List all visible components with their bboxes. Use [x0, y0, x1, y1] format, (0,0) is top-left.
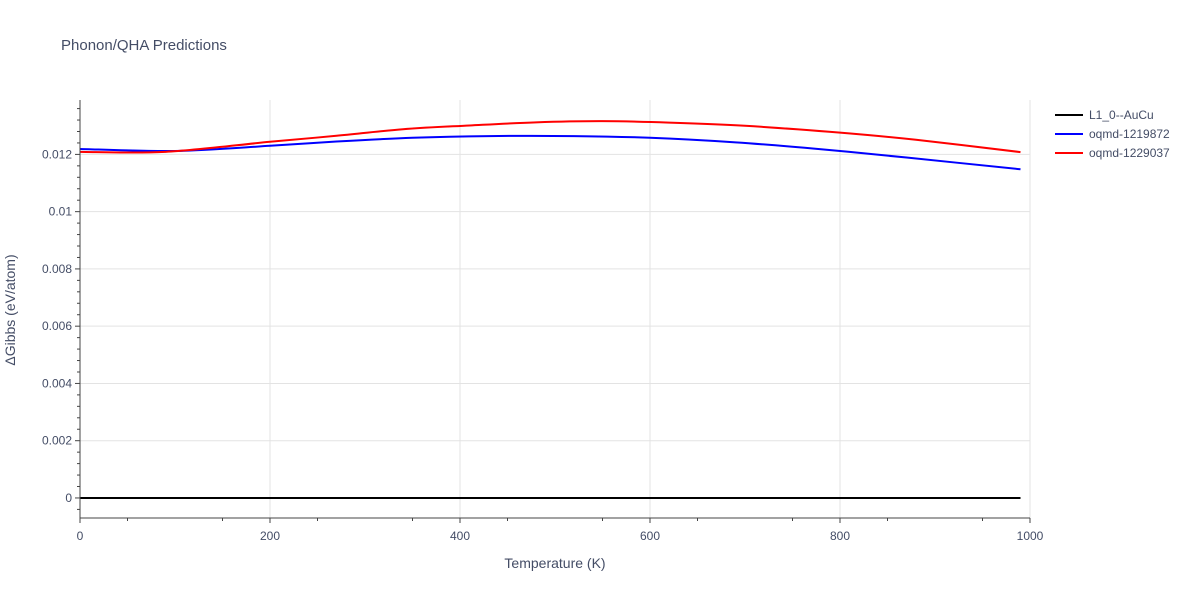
- grid: [80, 100, 1031, 518]
- series-line-oqmd-1229037: [79, 120, 1021, 154]
- y-tick-label: 0: [65, 491, 72, 505]
- series-layer: [79, 120, 1021, 499]
- x-tick-label: 200: [260, 529, 280, 543]
- y-tick-label: 0.006: [42, 319, 72, 333]
- y-tick-label: 0.012: [42, 147, 72, 161]
- y-tick-label: 0.002: [42, 434, 72, 448]
- y-tick-label: 0.01: [49, 205, 73, 219]
- legend-item-label: oqmd-1219872: [1089, 127, 1170, 141]
- x-tick-label: 400: [450, 529, 470, 543]
- chart-title: Phonon/QHA Predictions: [61, 37, 227, 54]
- y-tick-label: 0.004: [42, 376, 72, 390]
- x-tick-label: 600: [640, 529, 660, 543]
- legend-item-label: oqmd-1229037: [1089, 146, 1170, 160]
- x-tick-label: 800: [830, 529, 850, 543]
- x-tick-label: 1000: [1017, 529, 1044, 543]
- series-line-oqmd-1219872: [79, 134, 1021, 171]
- x-axis-title: Temperature (K): [504, 555, 605, 571]
- legend[interactable]: L1_0--AuCu oqmd-1219872 oqmd-1229037: [1055, 108, 1170, 160]
- y-tick-label: 0.008: [42, 262, 72, 276]
- x-tick-label: 0: [77, 529, 84, 543]
- legend-item-label: L1_0--AuCu: [1089, 108, 1154, 122]
- axes: 0 200 400 600 800 1000 0 0.002 0.004 0.006 0.008 0.…: [42, 100, 1044, 543]
- y-axis-title: ΔGibbs (eV/atom): [2, 254, 18, 365]
